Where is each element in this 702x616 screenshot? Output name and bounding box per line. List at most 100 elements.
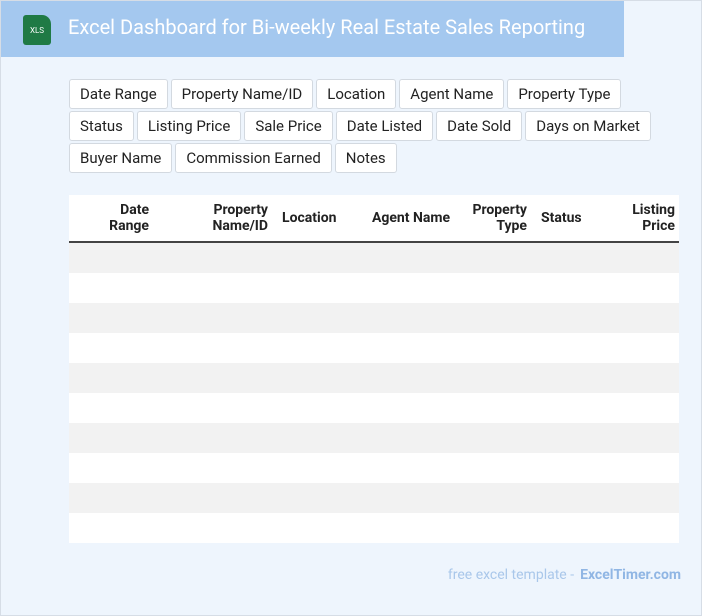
table-cell xyxy=(69,453,153,483)
field-tag[interactable]: Date Sold xyxy=(436,111,523,141)
footer: free excel template - ExcelTimer.com xyxy=(448,567,681,583)
table-cell xyxy=(69,333,153,363)
table-cell xyxy=(69,242,153,273)
table-cell xyxy=(69,483,153,513)
table-cell xyxy=(531,363,591,393)
table-cell xyxy=(69,303,153,333)
table-cell xyxy=(591,483,679,513)
field-tag[interactable]: Property Name/ID xyxy=(170,79,314,109)
table-cell xyxy=(272,393,354,423)
table-cell xyxy=(531,393,591,423)
table-cell xyxy=(591,363,679,393)
table-cell xyxy=(354,333,462,363)
table-cell xyxy=(272,333,354,363)
table-cell xyxy=(69,363,153,393)
table-row xyxy=(69,303,679,333)
table-cell xyxy=(462,513,531,543)
table-cell xyxy=(69,393,153,423)
table-cell xyxy=(531,333,591,363)
table-cell xyxy=(591,242,679,273)
table-cell xyxy=(272,513,354,543)
table-cell xyxy=(272,483,354,513)
table-cell xyxy=(354,513,462,543)
table-row xyxy=(69,273,679,303)
table-cell xyxy=(272,363,354,393)
table-cell xyxy=(153,423,272,453)
table-cell xyxy=(153,333,272,363)
table-cell xyxy=(462,483,531,513)
table-cell xyxy=(69,423,153,453)
column-header: Location xyxy=(272,195,354,243)
table-cell xyxy=(462,453,531,483)
table-cell xyxy=(591,423,679,453)
table-cell xyxy=(591,303,679,333)
footer-link[interactable]: ExcelTimer.com xyxy=(580,567,681,583)
column-header: Date Range xyxy=(69,195,153,243)
table-cell xyxy=(69,273,153,303)
table-cell xyxy=(354,453,462,483)
field-tag[interactable]: Buyer Name xyxy=(69,143,173,173)
table-cell xyxy=(591,513,679,543)
title: Excel Dashboard for Bi-weekly Real Estat… xyxy=(68,15,586,39)
table-cell xyxy=(354,393,462,423)
column-header: Property Name/ID xyxy=(153,195,272,243)
table-cell xyxy=(462,303,531,333)
table-cell xyxy=(272,423,354,453)
field-tag[interactable]: Commission Earned xyxy=(175,143,332,173)
table-cell xyxy=(531,453,591,483)
table-cell xyxy=(462,423,531,453)
table-cell xyxy=(153,273,272,303)
field-tag[interactable]: Date Range xyxy=(69,79,168,109)
field-tag[interactable]: Date Listed xyxy=(335,111,434,141)
field-tag[interactable]: Listing Price xyxy=(136,111,242,141)
header: XLS Excel Dashboard for Bi-weekly Real E… xyxy=(1,1,624,57)
data-table: Date Range Property Name/ID Location Agent … xyxy=(69,195,679,543)
table-cell xyxy=(531,303,591,333)
table-cell xyxy=(153,513,272,543)
field-tags: Date Range Property Name/ID Location Agent … xyxy=(69,79,689,173)
table-row xyxy=(69,333,679,363)
table-row xyxy=(69,453,679,483)
footer-text: free excel template - xyxy=(447,567,575,583)
table-cell xyxy=(272,303,354,333)
table-row xyxy=(69,513,679,543)
table-cell xyxy=(462,393,531,423)
table-cell xyxy=(153,483,272,513)
column-header: Agent Name xyxy=(354,195,462,243)
table-cell xyxy=(591,393,679,423)
field-tag[interactable]: Sale Price xyxy=(244,111,333,141)
table-cell xyxy=(354,303,462,333)
field-tag[interactable]: Status xyxy=(69,111,134,141)
table-row xyxy=(69,423,679,453)
table-cell xyxy=(462,242,531,273)
field-tag[interactable]: Agent Name xyxy=(399,79,505,109)
table-cell xyxy=(354,363,462,393)
column-header: Status xyxy=(531,195,591,243)
table-cell xyxy=(591,333,679,363)
table-cell xyxy=(272,273,354,303)
table-cell xyxy=(272,453,354,483)
field-tag[interactable]: Days on Market xyxy=(525,111,651,141)
column-header: Property Type xyxy=(462,195,531,243)
table-row xyxy=(69,393,679,423)
field-tag[interactable]: Location xyxy=(316,79,397,109)
table-cell xyxy=(462,333,531,363)
table-cell xyxy=(354,423,462,453)
file-icon: XLS xyxy=(23,15,51,45)
column-header: Listing Price xyxy=(591,195,679,243)
table-cell xyxy=(531,273,591,303)
table-cell xyxy=(462,363,531,393)
table-cell xyxy=(354,273,462,303)
header-row: Date Range Property Name/ID Location Agent … xyxy=(69,195,679,243)
table-cell xyxy=(354,483,462,513)
table-cell xyxy=(354,242,462,273)
field-tag[interactable]: Property Type xyxy=(507,79,622,109)
table-cell xyxy=(531,513,591,543)
table-cell xyxy=(153,242,272,273)
table-row xyxy=(69,242,679,273)
table-row xyxy=(69,483,679,513)
table-cell xyxy=(531,242,591,273)
field-tag[interactable]: Notes xyxy=(334,143,397,173)
table-row xyxy=(69,363,679,393)
